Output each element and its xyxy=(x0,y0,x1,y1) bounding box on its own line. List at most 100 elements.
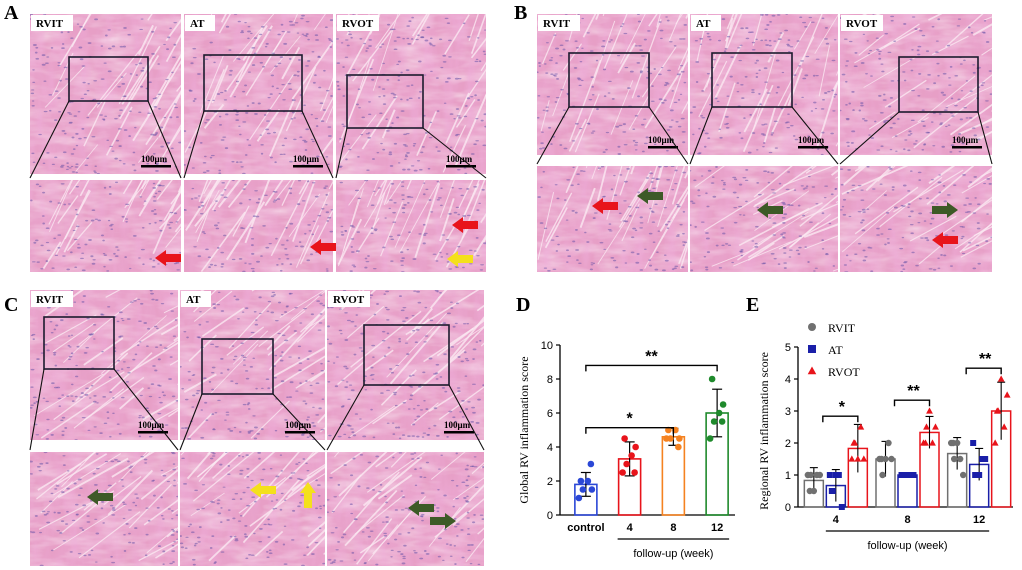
zoom-line xyxy=(147,100,182,179)
significance-bracket xyxy=(822,415,859,423)
micrograph-b-rvot-low xyxy=(840,14,992,155)
data-point xyxy=(850,439,858,446)
region-label-bg xyxy=(538,15,580,31)
y-tick-label: 0 xyxy=(785,502,791,514)
micrograph-b-at-high xyxy=(690,166,838,272)
region-label-rvit: RVIT xyxy=(36,18,64,30)
scale-bar-label: 100μm xyxy=(444,420,471,430)
data-point xyxy=(923,423,930,430)
arrow-red-icon xyxy=(932,232,958,248)
significance-label: ** xyxy=(645,348,658,365)
scale-bar xyxy=(141,165,171,168)
data-point xyxy=(807,471,815,479)
data-point xyxy=(970,440,977,446)
significance-label: * xyxy=(627,411,634,428)
data-point xyxy=(848,455,856,462)
data-point xyxy=(710,418,718,425)
region-label-rvit: RVIT xyxy=(36,294,64,306)
arrow-green-icon xyxy=(87,489,113,505)
significance-bracket xyxy=(585,427,675,434)
zoom-box xyxy=(568,52,650,108)
data-point xyxy=(976,472,983,478)
scale-bar xyxy=(648,146,678,149)
data-point xyxy=(623,460,630,468)
y-axis-title: Regional RV inflammation score xyxy=(757,352,771,510)
micrograph-c-rvit-low xyxy=(30,290,178,440)
zoom-box xyxy=(711,52,793,108)
scale-bar xyxy=(444,431,474,434)
y-tick-label: 2 xyxy=(785,438,791,450)
data-point xyxy=(628,452,635,459)
zoom-line xyxy=(272,393,326,451)
data-point xyxy=(982,456,989,462)
zoom-box xyxy=(363,324,450,386)
scale-bar-label: 100μm xyxy=(141,154,168,164)
micrograph-c-rvot-high xyxy=(327,452,484,566)
micrograph-b-at-low xyxy=(690,14,838,155)
data-point xyxy=(878,455,885,463)
zoom-line xyxy=(422,127,487,179)
region-label-rvot: RVOT xyxy=(333,294,365,306)
panel-letter-d: D xyxy=(516,294,531,316)
arrow-red-icon xyxy=(592,198,618,214)
arrow-green-icon xyxy=(757,202,783,218)
data-point xyxy=(854,455,862,462)
y-tick-label: 4 xyxy=(785,374,791,386)
micrograph-c-rvit-high xyxy=(30,452,178,566)
data-point xyxy=(708,375,716,383)
arrow-red-icon xyxy=(155,250,181,266)
zoom-line xyxy=(791,106,839,165)
region-label-bg xyxy=(31,291,73,307)
micrograph-a-rvit-low xyxy=(30,14,181,174)
micrograph-a-at-high xyxy=(184,180,333,272)
data-point xyxy=(922,439,929,446)
data-point xyxy=(715,409,723,417)
data-point xyxy=(718,418,726,425)
histology-panel-c: RVIT 100μm AT 100μm RVOT 100μm xyxy=(29,290,485,566)
zoom-line xyxy=(977,111,993,165)
data-point xyxy=(900,472,907,478)
legend-label-at: AT xyxy=(828,343,843,357)
data-point xyxy=(932,423,939,430)
data-point xyxy=(806,487,814,495)
arrow-red-icon xyxy=(310,239,336,255)
region-label-rvot: RVOT xyxy=(846,18,878,30)
legend-label-rvit: RVIT xyxy=(828,321,856,335)
significance-label: * xyxy=(839,399,846,416)
data-point xyxy=(991,439,999,446)
data-point xyxy=(1000,423,1008,430)
scale-bar-label: 100μm xyxy=(285,420,312,430)
arrow-green-icon xyxy=(637,188,663,204)
region-label-bg xyxy=(691,15,721,31)
arrow-green-icon xyxy=(932,202,958,218)
arrow-red-icon xyxy=(452,217,478,233)
micrograph-b-rvot-high xyxy=(840,166,992,272)
y-tick-label: 4 xyxy=(547,442,553,454)
zoom-line xyxy=(301,110,334,179)
zoom-line xyxy=(689,106,713,165)
data-point xyxy=(1003,391,1011,398)
data-point xyxy=(675,443,682,451)
arrow-yellow-icon xyxy=(447,251,473,267)
zoom-box xyxy=(346,74,424,129)
y-tick-label: 1 xyxy=(785,470,791,482)
data-point xyxy=(926,407,933,414)
micrograph-b-rvit-low xyxy=(537,14,688,155)
zoom-line xyxy=(113,368,179,451)
significance-label: ** xyxy=(979,351,992,368)
legend-marker-rvot xyxy=(807,366,817,375)
zoom-line xyxy=(29,100,70,179)
data-point xyxy=(959,471,967,479)
region-label-bg xyxy=(328,291,370,307)
region-label-at: AT xyxy=(696,18,711,30)
data-point xyxy=(575,494,583,502)
data-point xyxy=(676,435,683,442)
scale-bar xyxy=(293,165,323,168)
legend-marker-rvit xyxy=(808,323,816,331)
data-point xyxy=(888,455,895,463)
x-tick-label-8: 8 xyxy=(904,514,910,526)
scale-bar-label: 100μm xyxy=(648,135,675,145)
data-point xyxy=(632,443,639,451)
